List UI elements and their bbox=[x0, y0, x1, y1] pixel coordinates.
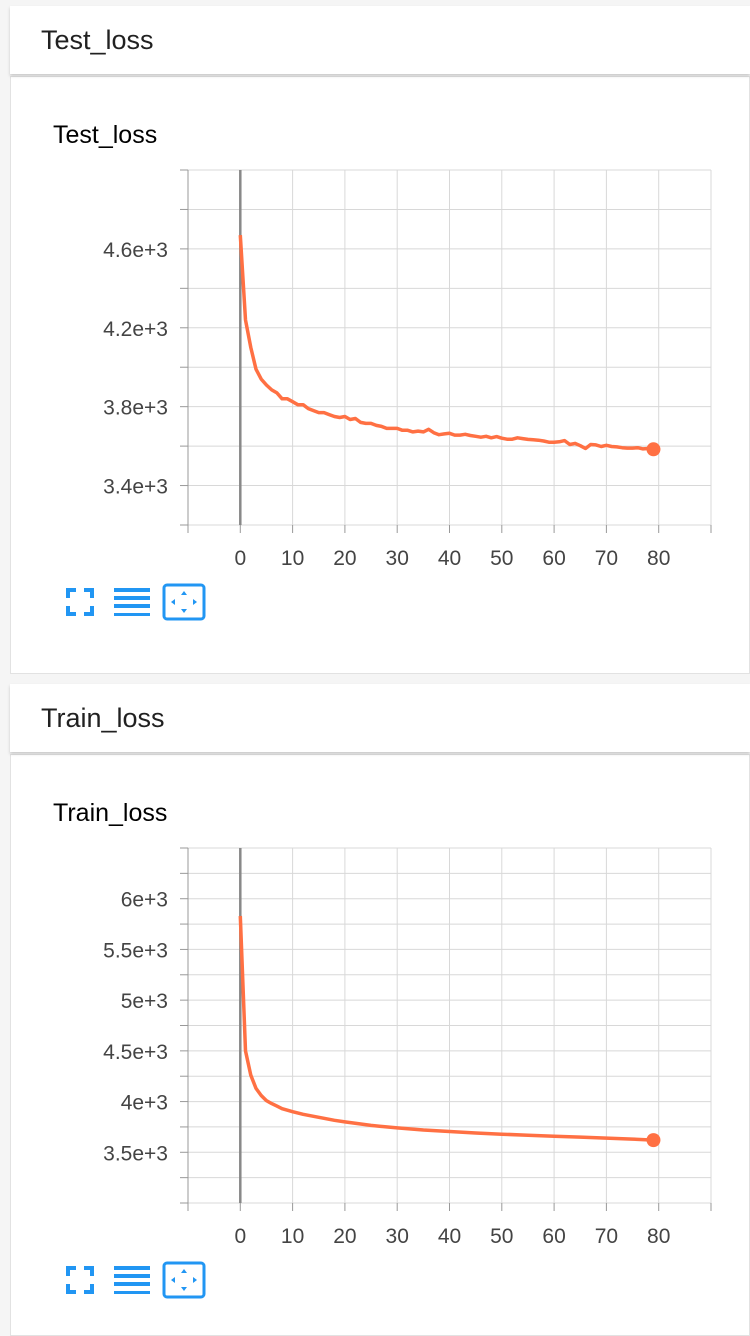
panel-header-train-loss[interactable]: Train_loss bbox=[10, 684, 750, 752]
panel-body-test-loss: Test_loss bbox=[10, 76, 750, 674]
fullscreen-icon bbox=[66, 588, 94, 616]
x-tick-label: 10 bbox=[281, 1225, 304, 1248]
y-tick-label: 4e+3 bbox=[121, 1092, 168, 1115]
chart-toolbar bbox=[58, 1260, 214, 1300]
x-tick-label: 60 bbox=[542, 1225, 565, 1248]
y-tick-label: 3.8e+3 bbox=[103, 397, 168, 420]
list-icon bbox=[114, 588, 150, 616]
y-tick-label: 6e+3 bbox=[121, 889, 168, 912]
x-tick-label: 80 bbox=[647, 547, 670, 570]
x-tick-label: 30 bbox=[386, 1225, 409, 1248]
toggle-log-scale-button[interactable] bbox=[110, 1260, 154, 1300]
card-title: Test_loss bbox=[53, 121, 158, 149]
fit-domain-button[interactable] bbox=[162, 582, 206, 622]
y-tick-label: 4.5e+3 bbox=[103, 1041, 168, 1064]
x-tick-label: 50 bbox=[490, 547, 513, 570]
x-tick-label: 50 bbox=[490, 1225, 513, 1248]
y-tick-label: 5e+3 bbox=[121, 990, 168, 1013]
x-tick-label: 40 bbox=[438, 547, 461, 570]
y-tick-label: 3.5e+3 bbox=[103, 1142, 168, 1165]
x-tick-label: 20 bbox=[333, 547, 356, 570]
x-tick-label: 0 bbox=[234, 1225, 246, 1248]
x-tick-label: 10 bbox=[281, 547, 304, 570]
last-point-marker bbox=[646, 442, 661, 457]
list-icon bbox=[114, 1266, 150, 1294]
y-tick-label: 3.4e+3 bbox=[103, 476, 168, 499]
series-line bbox=[238, 234, 654, 452]
x-tick-label: 30 bbox=[386, 547, 409, 570]
x-tick-label: 80 bbox=[647, 1225, 670, 1248]
fullscreen-button[interactable] bbox=[58, 1260, 102, 1300]
card-title: Train_loss bbox=[53, 799, 168, 827]
fullscreen-icon bbox=[66, 1266, 94, 1294]
x-tick-label: 20 bbox=[333, 1225, 356, 1248]
x-tick-label: 70 bbox=[595, 547, 618, 570]
fit-domain-icon bbox=[162, 1261, 206, 1299]
x-tick-label: 70 bbox=[595, 1225, 618, 1248]
toggle-log-scale-button[interactable] bbox=[110, 582, 154, 622]
last-point-marker bbox=[646, 1133, 661, 1148]
y-tick-label: 5.5e+3 bbox=[103, 939, 168, 962]
fit-domain-button[interactable] bbox=[162, 1260, 206, 1300]
panel-body-train-loss: Train_loss bbox=[10, 754, 750, 1336]
chart-toolbar bbox=[58, 582, 214, 622]
x-tick-label: 60 bbox=[542, 547, 565, 570]
panel-header-label: Train_loss bbox=[41, 702, 165, 733]
x-tick-label: 0 bbox=[234, 547, 246, 570]
y-tick-label: 4.6e+3 bbox=[103, 239, 168, 262]
fullscreen-button[interactable] bbox=[58, 582, 102, 622]
panel-header-label: Test_loss bbox=[41, 24, 154, 55]
panel-header-test-loss[interactable]: Test_loss bbox=[10, 6, 750, 74]
x-tick-label: 40 bbox=[438, 1225, 461, 1248]
series-line bbox=[238, 915, 654, 1142]
fit-domain-icon bbox=[162, 583, 206, 621]
y-tick-label: 4.2e+3 bbox=[103, 318, 168, 341]
